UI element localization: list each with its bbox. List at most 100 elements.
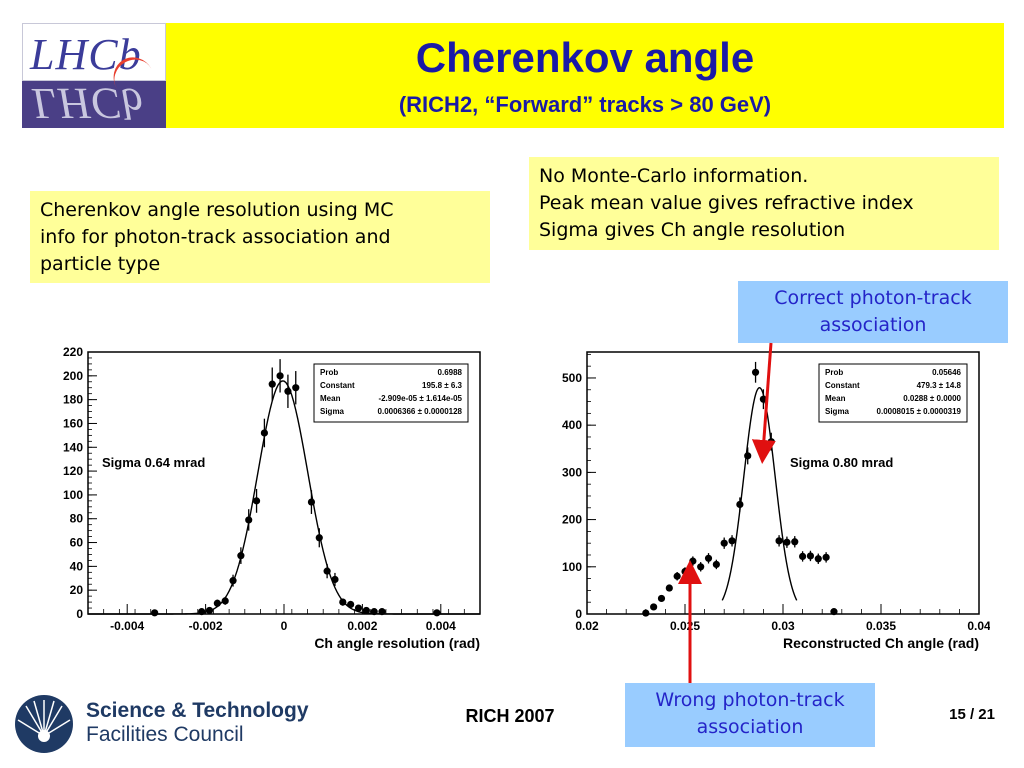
org-name-line1: Science & Technology: [86, 699, 309, 722]
data-point: [370, 608, 378, 616]
sigma-annotation: Sigma 0.64 mrad: [102, 455, 205, 470]
y-tick-label: 180: [63, 393, 83, 407]
data-point: [830, 608, 838, 616]
data-point: [759, 395, 767, 403]
x-tick-label: -0.002: [189, 619, 223, 633]
callout-line: association: [696, 716, 804, 738]
note-line: No Monte-Carlo information.: [539, 165, 809, 187]
stats-label: Sigma: [320, 407, 345, 416]
note-no-mc: No Monte-Carlo information. Peak mean va…: [529, 157, 999, 250]
data-point: [378, 608, 386, 616]
data-point: [237, 552, 245, 560]
x-tick-label: 0.04: [967, 619, 990, 633]
data-point: [323, 567, 331, 575]
x-axis-label: Reconstructed Ch angle (rad): [783, 635, 979, 651]
y-tick-label: 100: [63, 488, 83, 502]
note-line: Peak mean value gives refractive index: [539, 192, 914, 214]
x-tick-label: 0.004: [426, 619, 456, 633]
y-tick-label: 200: [562, 513, 582, 527]
note-line: particle type: [40, 253, 161, 275]
data-point: [642, 609, 650, 617]
x-tick-label: 0: [281, 619, 288, 633]
stats-box: [313, 363, 469, 423]
stats-value: 0.6988: [438, 368, 463, 377]
data-point: [354, 604, 363, 612]
data-point: [822, 553, 830, 561]
y-tick-label: 0: [575, 607, 582, 621]
header-bar: [22, 23, 1004, 128]
y-tick-label: 220: [63, 345, 83, 359]
slide-subtitle: (RICH2, “Forward” tracks > 80 GeV): [398, 92, 772, 117]
data-point: [221, 597, 229, 605]
logo-text: LHCb: [30, 30, 142, 79]
y-tick-label: 400: [562, 418, 582, 432]
stfc-emblem-icon: [15, 695, 73, 753]
data-point: [292, 384, 300, 392]
stats-label: Mean: [825, 394, 846, 403]
data-point: [339, 598, 347, 606]
data-point: [307, 498, 316, 506]
data-point: [252, 497, 261, 505]
note-line: Sigma gives Ch angle resolution: [539, 219, 846, 241]
data-point: [284, 387, 292, 395]
stats-label: Mean: [320, 394, 341, 403]
org-name-line2: Facilities Council: [86, 723, 244, 746]
data-point: [783, 538, 791, 546]
resolution-histogram: 0 20 40 60 80 100 120 140 160 180 200 220 -0.004 -0.0…: [63, 345, 481, 651]
x-tick-label: 0.025: [670, 619, 700, 633]
stats-label: Prob: [825, 368, 843, 377]
x-tick-label: 0.002: [347, 619, 377, 633]
y-tick-label: 300: [562, 465, 582, 479]
data-point: [791, 538, 799, 546]
stats-value: 479.3 ± 14.8: [917, 381, 962, 390]
note-line: info for photon-track association and: [40, 226, 391, 248]
data-point: [775, 537, 783, 545]
data-point: [744, 452, 752, 460]
callout-wrong-association: Wrong photon-track association: [625, 683, 875, 747]
x-tick-label: 0.03: [771, 619, 795, 633]
data-point: [712, 560, 720, 569]
page-number: 15 / 21: [949, 706, 995, 723]
data-point: [751, 368, 760, 376]
data-point: [736, 500, 744, 509]
y-tick-label: 140: [63, 440, 83, 454]
y-tick-label: 120: [63, 464, 83, 478]
y-tick-label: 160: [63, 416, 83, 430]
sigma-annotation: Sigma 0.80 mrad: [790, 455, 893, 470]
stats-box: [818, 363, 968, 423]
data-point: [665, 584, 673, 592]
data-point: [213, 599, 221, 607]
data-point: [151, 609, 159, 617]
callout-line: Correct photon-track: [774, 287, 972, 309]
callout-line: Wrong photon-track: [655, 689, 845, 711]
data-point: [245, 516, 253, 524]
stats-value: -2.909e-05 ± 1.614e-05: [378, 394, 462, 403]
data-point: [276, 372, 284, 380]
stats-value: 0.0288 ± 0.0000: [903, 394, 961, 403]
data-point: [229, 577, 237, 585]
y-tick-label: 0: [76, 607, 83, 621]
data-point: [433, 609, 441, 617]
data-point: [198, 608, 206, 616]
data-point: [704, 554, 713, 562]
arrow-correct: [751, 342, 776, 464]
stats-label: Constant: [320, 381, 355, 390]
data-point: [315, 534, 323, 542]
footer-conference: RICH 2007: [465, 706, 555, 726]
data-point: [657, 594, 666, 603]
slide-title: Cherenkov angle: [415, 34, 755, 81]
x-tick-label: 0.02: [575, 619, 599, 633]
stats-label: Sigma: [825, 407, 850, 416]
y-tick-label: 500: [562, 371, 582, 385]
stats-label: Constant: [825, 381, 860, 390]
data-point: [720, 539, 728, 547]
note-line: Cherenkov angle resolution using MC: [40, 199, 394, 221]
lhcb-logo: LHCb LHCb: [22, 23, 166, 128]
data-point: [728, 537, 736, 545]
stfc-logo: Science & Technology Facilities Council: [14, 692, 309, 756]
stats-value: 0.05646: [932, 368, 961, 377]
y-tick-label: 100: [562, 560, 582, 574]
data-point: [799, 552, 807, 561]
stats-value: 0.0008015 ± 0.0000319: [877, 407, 962, 416]
